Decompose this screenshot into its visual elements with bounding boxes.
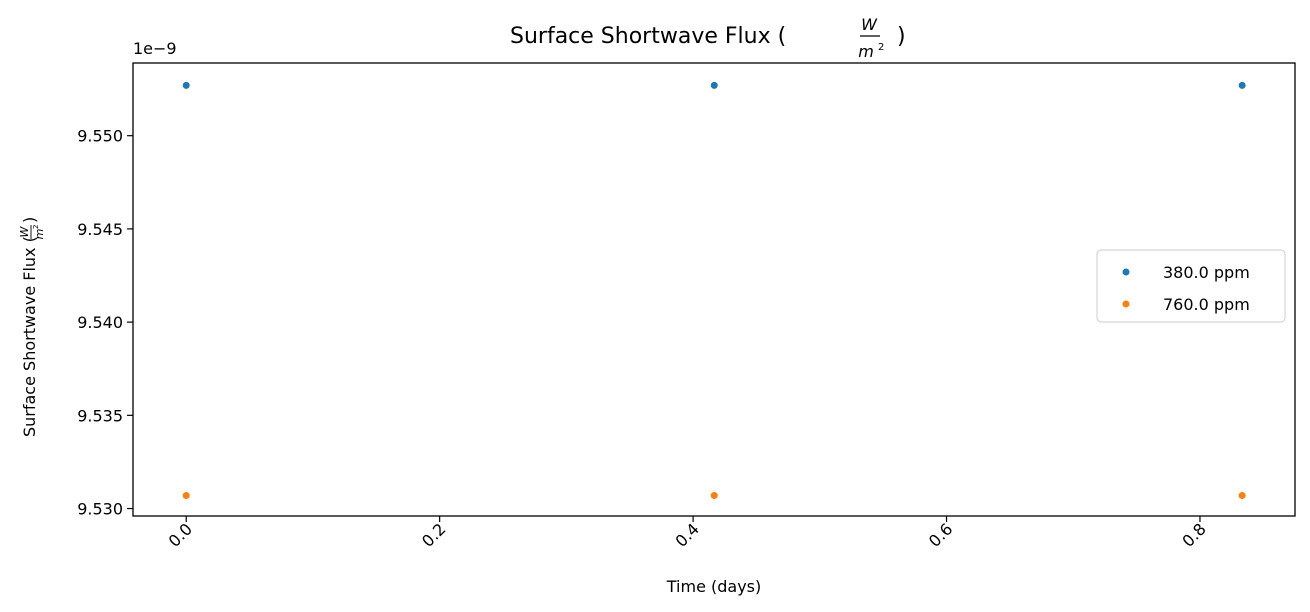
legend-label-760-ppm: 760.0 ppm (1163, 295, 1250, 314)
ylabel-main: Surface Shortwave Flux ( (20, 236, 39, 437)
x-tick-label: 0.4 (671, 519, 702, 550)
legend-marker-380-ppm (1122, 268, 1130, 276)
ylabel-unit-num: W (18, 225, 31, 237)
legend-marker-760-ppm (1122, 300, 1130, 308)
ylabel-unit-sup: 2 (32, 225, 40, 229)
legend: 380.0 ppm 760.0 ppm (1096, 249, 1286, 323)
y-tick-label: 9.550 (77, 127, 123, 146)
plot-frame (132, 62, 1296, 517)
y-tick-label: 9.540 (77, 313, 123, 332)
title-unit-num: W (861, 15, 878, 34)
legend-box (1096, 249, 1286, 323)
legend-label-380-ppm: 380.0 ppm (1163, 263, 1250, 282)
x-tick-label: 0.6 (925, 519, 956, 550)
data-point-series-1 (182, 491, 190, 499)
y-tick-label: 9.545 (77, 220, 123, 239)
data-point-series-1 (1238, 491, 1246, 499)
data-point-series-0 (182, 81, 190, 89)
x-tick-label: 0.0 (165, 519, 196, 550)
title-unit-sup: 2 (878, 42, 884, 53)
data-point-series-1 (710, 491, 718, 499)
y-tick-label: 9.530 (77, 500, 123, 519)
x-tick-label: 0.8 (1178, 519, 1209, 550)
chart-title: Surface Shortwave Flux ( W m 2 ) (510, 15, 906, 61)
title-unit-den: m (858, 42, 874, 61)
y-axis-label: Surface Shortwave Flux ( W m 2 ) (18, 217, 46, 437)
title-main: Surface Shortwave Flux ( (510, 24, 786, 49)
axis-ticks: 0.0 0.2 0.4 0.6 0.8 9.530 9.535 9.540 9.545 9.550 (77, 127, 1210, 551)
data-point-series-0 (1238, 81, 1246, 89)
x-tick-label: 0.2 (418, 519, 449, 550)
ylabel-unit-den: m (33, 229, 46, 240)
ylabel-close: ) (20, 217, 39, 223)
y-offset-text: 1e−9 (133, 39, 177, 58)
x-axis-label: Time (days) (666, 577, 762, 596)
title-close: ) (897, 24, 906, 49)
data-points (182, 81, 1246, 499)
y-tick-label: 9.535 (77, 406, 123, 425)
data-point-series-0 (710, 81, 718, 89)
